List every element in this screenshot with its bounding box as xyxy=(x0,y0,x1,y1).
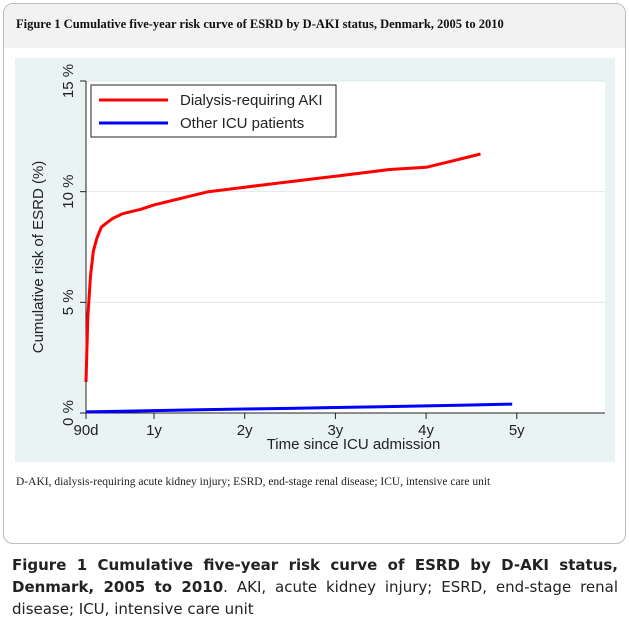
legend-label: Other ICU patients xyxy=(180,115,304,132)
line-chart: 0 % 5 % 10 % 15 % 90d 1y 2y 3y 4y 5y Time since IC… xyxy=(30,64,605,453)
figure-footnote: D-AKI, dialysis-requiring acute kidney i… xyxy=(16,476,491,488)
caption-text: . AKI, acute kidney injury; ESRD, end-st… xyxy=(12,578,619,618)
x-tick-label: 2y xyxy=(237,422,253,439)
figure-caption: Figure 1 Cumulative five-year risk curve… xyxy=(12,554,618,620)
chart-area: 0 % 5 % 10 % 15 % 90d 1y 2y 3y 4y 5y Time since IC… xyxy=(15,58,615,462)
caption-title: Figure 1 Cumulative five-year risk curve… xyxy=(12,556,618,596)
x-tick-label: 1y xyxy=(146,422,162,439)
figure-header-title: Figure 1 Cumulative five-year risk curve… xyxy=(16,17,504,31)
y-axis-title: Cumulative risk of ESRD (%) xyxy=(30,161,47,354)
y-tick-label: 15 % xyxy=(60,64,77,98)
y-tick-label: 10 % xyxy=(60,175,77,209)
legend-box xyxy=(90,84,337,138)
y-tick-label: 0 % xyxy=(60,400,77,426)
x-tick-label: 4y xyxy=(418,422,434,439)
series-line-dialysis-requiring-aki xyxy=(84,152,481,383)
series-line-other-icu-patients xyxy=(85,402,513,414)
legend-label: Dialysis-requiring AKI xyxy=(180,92,323,109)
figure-box: Figure 1 Cumulative five-year risk curve… xyxy=(3,3,626,544)
x-tick-label: 5y xyxy=(509,422,525,439)
y-tick-label: 5 % xyxy=(60,289,77,315)
x-tick-label: 90d xyxy=(73,422,98,439)
figure-header: Figure 1 Cumulative five-year risk curve… xyxy=(4,4,625,48)
x-tick-label: 3y xyxy=(327,422,343,439)
x-axis-title: Time since ICU admission xyxy=(267,436,441,453)
